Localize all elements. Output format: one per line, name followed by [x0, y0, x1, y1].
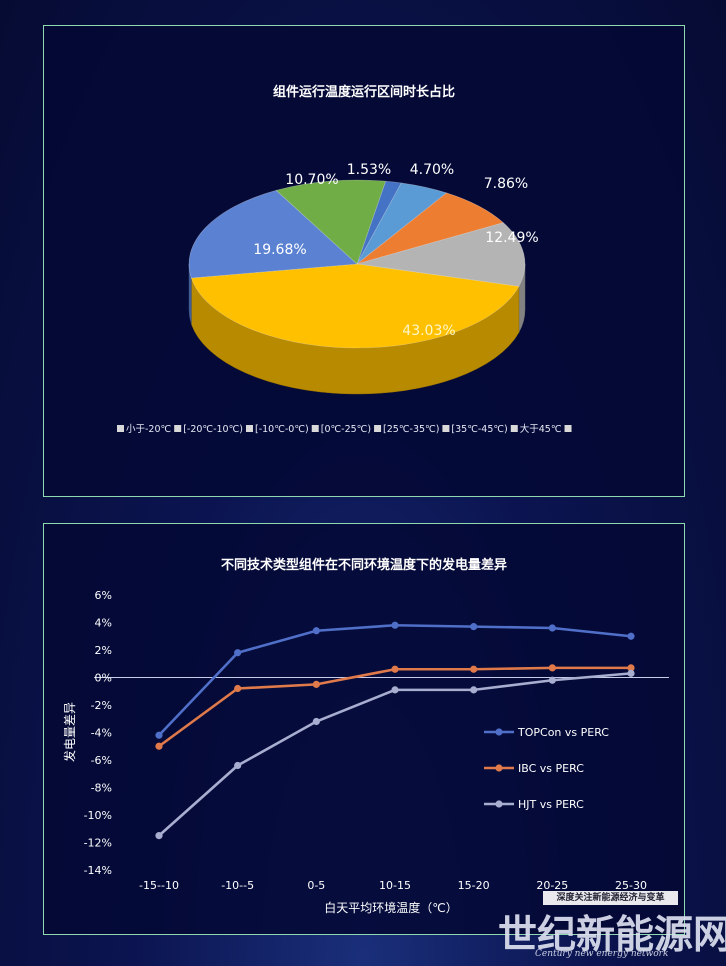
y-tick-label-6: -6%: [91, 754, 112, 767]
series-1-point-6: [627, 664, 635, 672]
series-2-point-6: [627, 669, 635, 677]
series-0-point-5: [548, 624, 556, 632]
series-1-point-2: [312, 680, 320, 688]
x-tick-label-4: 15-20: [458, 879, 490, 892]
pie-chart-panel: 组件运行温度运行区间时长占比 1.53% 4.70% 7.86% 12.49% 43.0…: [43, 25, 685, 497]
legend-label-0: TOPCon vs PERC: [517, 726, 609, 739]
pie-chart-svg: 1.53% 4.70% 7.86% 12.49% 43.03% 19.68% 10.70% 小…: [117, 162, 572, 435]
series-1-point-5: [548, 664, 556, 672]
series-1-point-4: [470, 665, 478, 673]
pie-slice-1: [356, 182, 448, 265]
y-tick-label-7: -8%: [91, 782, 112, 795]
series-0: [155, 621, 635, 739]
pie-data-label-3: 12.49%: [485, 230, 538, 246]
series-0-point-1: [234, 649, 242, 657]
y-tick-label-9: -12%: [84, 837, 112, 850]
x-axis-ticks: -15--10 -10--5 0-5 10-15 15-20 20-25 25-30: [139, 879, 647, 892]
pie-legend-marker-1: [174, 425, 182, 432]
watermark-tagline: 深度关注新能源经济与变革: [543, 891, 678, 905]
series-line-2: [158, 672, 632, 837]
series-2-point-3: [391, 686, 399, 694]
x-tick-label-0: -15--10: [139, 879, 179, 892]
y-tick-label-0: 6%: [95, 589, 112, 602]
series-2-point-2: [312, 717, 320, 726]
pie-legend-label-4: [25℃-35℃): [383, 424, 439, 435]
y-tick-label-2: 2%: [95, 644, 112, 657]
line-chart-title: 不同技术类型组件在不同环境温度下的发电量差异: [220, 558, 507, 573]
y-tick-label-1: 4%: [95, 617, 112, 630]
pie-slices: [188, 179, 526, 349]
pie-chart-title: 组件运行温度运行区间时长占比: [272, 85, 455, 100]
pie-data-label-0: 1.53%: [347, 162, 391, 178]
line-chart-svg: 6%4%2%0%-2%-4%-6%-8%-10%-12%-14%-15--10-…: [62, 589, 669, 915]
legend-label-1: IBC vs PERC: [518, 762, 584, 775]
line-legend: TOPCon vs PERC IBC vs PERC HJT vs PERC: [484, 726, 609, 811]
x-tick-label-1: -10--5: [221, 879, 254, 892]
series-0-point-2: [312, 627, 320, 635]
legend-marker-0: [495, 728, 503, 736]
series-2-point-0: [155, 832, 163, 840]
series-0-point-3: [391, 621, 399, 629]
pie-legend-label-6: 大于45℃: [520, 423, 562, 435]
y-tick-label-8: -10%: [84, 809, 112, 822]
legend-label-2: HJT vs PERC: [518, 798, 584, 811]
y-tick-label-10: -14%: [84, 864, 112, 877]
series-1: [155, 664, 635, 750]
pie-slice-3: [356, 222, 526, 287]
pie-legend-label-1: [-20℃-10℃): [183, 424, 243, 435]
x-tick-label-3: 10-15: [379, 879, 411, 892]
series-2-point-5: [548, 676, 556, 684]
series-0-point-0: [155, 731, 163, 739]
pie-data-label-4: 43.03%: [402, 323, 455, 339]
pie-legend: 小于-20℃ [-20℃-10℃) [-10℃-0℃) [0℃-25℃) [25℃-35…: [117, 423, 572, 435]
pie-legend-marker-6: [510, 425, 518, 432]
pie-legend-label-2: [-10℃-0℃): [255, 424, 309, 435]
pie-legend-marker-5: [442, 425, 450, 432]
series-1-point-3: [391, 665, 399, 673]
pie-legend-marker-0: [117, 425, 124, 432]
legend-marker-1: [495, 764, 503, 772]
y-tick-label-4: -2%: [91, 699, 112, 712]
pie-legend-marker-2: [245, 425, 253, 432]
pie-legend-label-3: [0℃-25℃): [321, 424, 371, 435]
y-tick-label-5: -4%: [91, 727, 112, 740]
pie-legend-marker-end: [564, 425, 572, 432]
pie-slice-2: [356, 192, 504, 265]
y-axis-label: 发电量差异: [62, 702, 77, 762]
line-chart-panel: 不同技术类型组件在不同环境温度下的发电量差异 6% 4% 2% 0% -2% -4% -6%…: [43, 523, 685, 935]
series-2-point-1: [234, 761, 242, 770]
watermark-logo-text: 世纪新能源网: [498, 912, 726, 958]
series-1-point-0: [155, 742, 163, 750]
pie-slice-6: [275, 179, 386, 265]
x-tick-label-2: 0-5: [307, 879, 325, 892]
legend-marker-2: [495, 800, 503, 808]
watermark-english: Century new energy network: [535, 949, 669, 959]
series-0-point-4: [470, 623, 478, 631]
pie-data-label-2: 7.86%: [484, 176, 528, 192]
pie-data-label-1: 4.70%: [410, 162, 454, 178]
y-axis-ticks: 6% 4% 2% 0% -2% -4% -6% -8% -10% -12% -14%: [84, 589, 112, 877]
pie-data-label-5: 19.68%: [253, 242, 306, 258]
pie-data-label-6: 10.70%: [285, 172, 338, 188]
series-0-point-6: [627, 632, 635, 640]
y-tick-label-3: 0%: [95, 672, 112, 685]
series-2-point-4: [470, 686, 478, 694]
pie-slice-4: [190, 263, 520, 349]
x-axis-label: 白天平均环境温度（℃）: [324, 900, 457, 915]
x-tick-label-5: 20-25: [536, 879, 568, 892]
pie-legend-marker-4: [374, 425, 382, 432]
pie-legend-label-0: 小于-20℃: [126, 424, 172, 435]
pie-legend-label-5: [35℃-45℃): [451, 424, 507, 435]
series-2: [155, 669, 635, 840]
pie-slice-0: [356, 180, 402, 265]
x-tick-label-6: 25-30: [615, 879, 647, 892]
pie-slice-5: [188, 190, 358, 279]
pie-legend-marker-3: [311, 425, 319, 432]
series-1-point-1: [234, 684, 242, 693]
